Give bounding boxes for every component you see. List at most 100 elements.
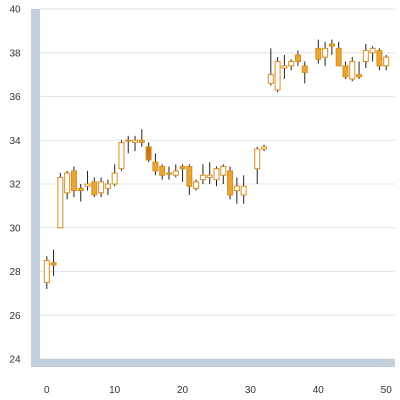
candle[interactable] xyxy=(186,164,193,195)
candle-body-down xyxy=(301,65,308,73)
x-tick-label: 30 xyxy=(245,385,257,396)
candle-body-down xyxy=(70,170,77,192)
candle[interactable] xyxy=(111,164,118,187)
candle[interactable] xyxy=(132,135,139,152)
candle-body-down xyxy=(159,166,166,176)
x-tick-label: 50 xyxy=(381,385,393,396)
candle-body-down xyxy=(315,47,322,60)
candle-body-up xyxy=(57,176,64,229)
candle-body-up xyxy=(206,174,213,178)
candle[interactable] xyxy=(70,166,77,198)
y-axis-band[interactable] xyxy=(31,9,40,367)
x-axis-tick-labels: 0 10 20 30 40 50 xyxy=(44,385,392,396)
y-tick-label: 40 xyxy=(9,5,21,16)
candle[interactable] xyxy=(213,166,220,187)
candle[interactable] xyxy=(50,249,57,276)
candle[interactable] xyxy=(64,170,71,200)
candle[interactable] xyxy=(172,164,179,178)
candle-body-up xyxy=(383,56,390,67)
candle[interactable] xyxy=(233,177,240,204)
candle[interactable] xyxy=(369,46,376,62)
candle[interactable] xyxy=(199,164,206,184)
candle-body-down xyxy=(227,170,234,196)
candle[interactable] xyxy=(152,153,159,176)
candle[interactable] xyxy=(77,184,84,202)
candle[interactable] xyxy=(274,57,281,93)
candle[interactable] xyxy=(104,179,111,195)
y-tick-label: 30 xyxy=(9,223,21,234)
candle-body-up xyxy=(125,139,132,142)
y-tick-label: 26 xyxy=(9,311,21,322)
candle[interactable] xyxy=(193,179,200,191)
candle-body-down xyxy=(152,161,159,172)
candle-body-down xyxy=(179,166,186,170)
candle[interactable] xyxy=(315,39,322,64)
y-tick-label: 38 xyxy=(9,48,21,59)
candle-body-down xyxy=(50,262,57,266)
candle[interactable] xyxy=(206,162,213,184)
candle-body-up xyxy=(362,50,369,62)
candle[interactable] xyxy=(240,175,247,204)
x-tick-label: 40 xyxy=(313,385,325,396)
candle[interactable] xyxy=(118,140,125,171)
candle-body-down xyxy=(342,65,349,78)
candle[interactable] xyxy=(57,173,64,229)
candle-body-down xyxy=(356,74,363,78)
candle[interactable] xyxy=(288,59,295,71)
candle-body-up xyxy=(349,61,356,80)
candle[interactable] xyxy=(125,135,132,154)
candle-body-up xyxy=(288,61,295,67)
candle[interactable] xyxy=(227,166,234,200)
candle[interactable] xyxy=(301,61,308,84)
candle-body-up xyxy=(369,47,376,54)
candle-body-up xyxy=(254,148,261,170)
candle-body-up xyxy=(64,172,71,194)
candle[interactable] xyxy=(261,144,268,152)
candle-body-up xyxy=(132,139,139,143)
candle-body-up xyxy=(43,260,50,283)
candle-body-up xyxy=(281,65,288,69)
candle[interactable] xyxy=(165,166,172,180)
x-tick-label: 20 xyxy=(177,385,189,396)
candle[interactable] xyxy=(220,164,227,184)
candle[interactable] xyxy=(43,256,50,289)
candle[interactable] xyxy=(383,54,390,71)
candle-body-up xyxy=(274,61,281,91)
candle-body-up xyxy=(322,47,329,58)
y-axis-tick-labels: 24 26 28 30 32 34 36 38 40 xyxy=(9,5,21,366)
y-tick-label: 34 xyxy=(9,136,21,147)
y-tick-label: 32 xyxy=(9,180,21,191)
candle-body-up xyxy=(233,185,240,192)
candle-body-up xyxy=(213,168,220,181)
candle[interactable] xyxy=(356,61,363,80)
candle[interactable] xyxy=(376,48,383,71)
x-axis-band[interactable] xyxy=(31,359,395,367)
candle[interactable] xyxy=(294,50,301,66)
candle[interactable] xyxy=(159,164,166,180)
candle[interactable] xyxy=(84,170,91,191)
candle[interactable] xyxy=(267,48,274,86)
candle-body-down xyxy=(294,54,301,62)
candle-body-up xyxy=(98,181,105,194)
candle[interactable] xyxy=(91,177,98,198)
candle[interactable] xyxy=(335,41,342,67)
candle[interactable] xyxy=(349,57,356,82)
candle-body-down xyxy=(186,166,193,187)
candle-body-down xyxy=(335,47,342,67)
candle-body-up xyxy=(261,146,268,150)
candle[interactable] xyxy=(328,39,335,55)
candle[interactable] xyxy=(179,164,186,182)
candle[interactable] xyxy=(281,54,288,79)
candle[interactable] xyxy=(322,41,329,66)
candle[interactable] xyxy=(98,177,105,198)
candle[interactable] xyxy=(138,129,145,147)
candle[interactable] xyxy=(362,44,369,69)
candles xyxy=(43,39,390,289)
candle[interactable] xyxy=(254,146,261,184)
candle-body-up xyxy=(199,174,206,181)
candle[interactable] xyxy=(145,142,152,163)
candle[interactable] xyxy=(342,61,349,80)
candle-body-up xyxy=(165,172,172,175)
